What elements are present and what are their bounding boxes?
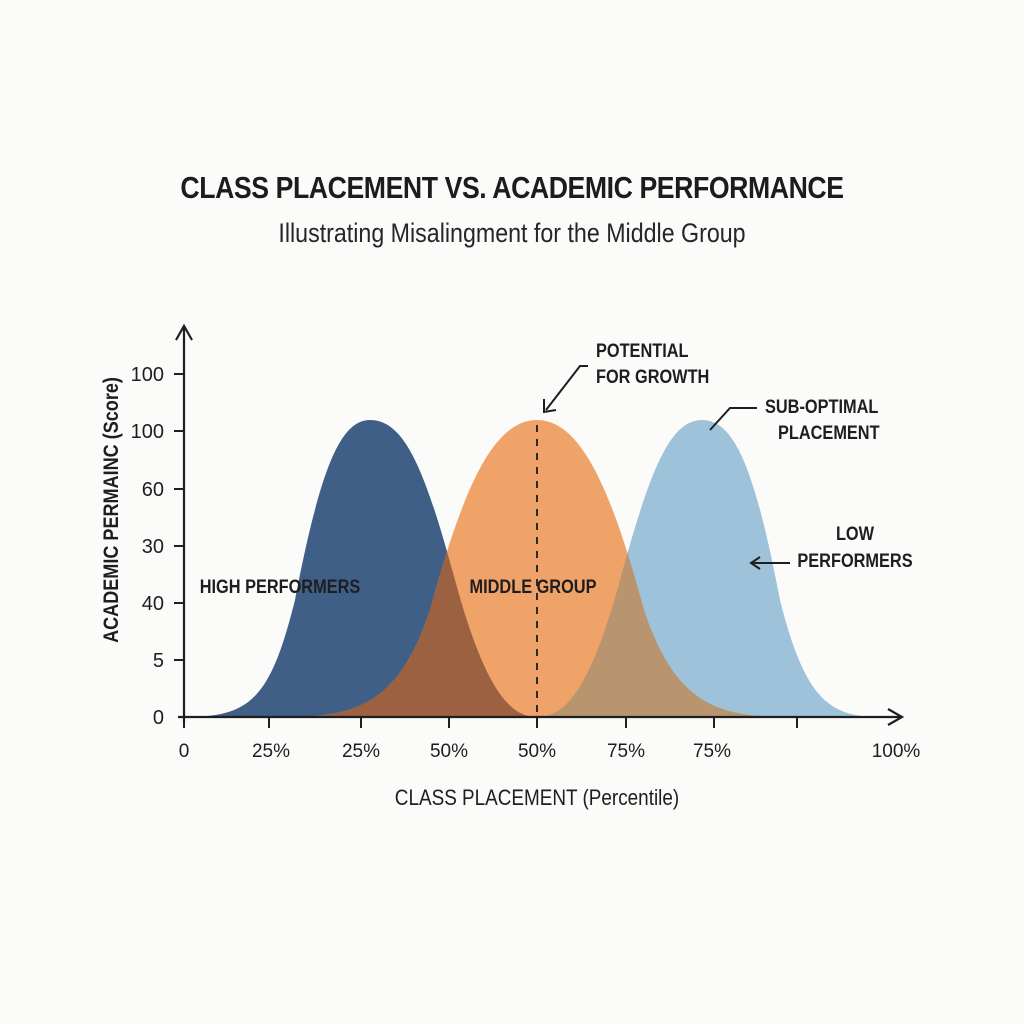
y-tick-label: 60	[142, 479, 164, 501]
label-potential-for-growth-line1: POTENTIAL	[596, 340, 689, 361]
sub-optimal-leader-line	[709, 407, 757, 431]
x-tick-label: 50%	[430, 741, 468, 762]
x-tick-label: 75%	[607, 741, 645, 762]
low-arrowhead-icon	[749, 556, 761, 570]
label-high-performers: HIGH PERFORMERS	[200, 576, 361, 597]
y-tick-label: 100	[131, 421, 164, 443]
label-sub-optimal-line2: PLACEMENT	[778, 422, 880, 443]
y-tick-label: 5	[153, 650, 164, 672]
chart-title: CLASS PLACEMENT VS. ACADEMIC PERFORMANCE	[180, 170, 844, 205]
x-tick-label: 100%	[872, 741, 921, 762]
y-tick-label: 30	[142, 536, 164, 558]
label-potential-for-growth-line2: FOR GROWTH	[596, 366, 709, 387]
x-tick-label: 75%	[693, 741, 731, 762]
x-ticks	[183, 717, 798, 728]
growth-arrowhead-icon	[543, 399, 557, 414]
label-low-performers-line2: PERFORMERS	[797, 550, 912, 571]
y-tick-label: 100	[131, 364, 164, 386]
x-tick-label: 25%	[252, 741, 290, 762]
growth-leader-arrow-icon	[545, 365, 588, 411]
label-sub-optimal-line1: SUB-OPTIMAL	[765, 396, 879, 417]
y-tick-label: 0	[153, 707, 164, 729]
y-axis-arrow-icon	[175, 323, 193, 341]
x-axis-arrow-icon	[887, 708, 905, 726]
x-tick-label: 0	[179, 741, 190, 762]
y-axis-title: ACADEMIC PERMAINC (Score)	[100, 377, 124, 643]
x-tick-label: 25%	[342, 741, 380, 762]
label-low-performers-line1: LOW	[836, 523, 874, 544]
x-axis-title: CLASS PLACEMENT (Percentile)	[395, 786, 679, 811]
label-middle-group: MIDDLE GROUP	[470, 576, 597, 597]
y-ticks	[174, 373, 184, 661]
x-tick-label: 50%	[518, 741, 556, 762]
y-tick-label: 40	[142, 593, 164, 615]
chart-subtitle: Illustrating Misalingment for the Middle…	[278, 218, 746, 248]
